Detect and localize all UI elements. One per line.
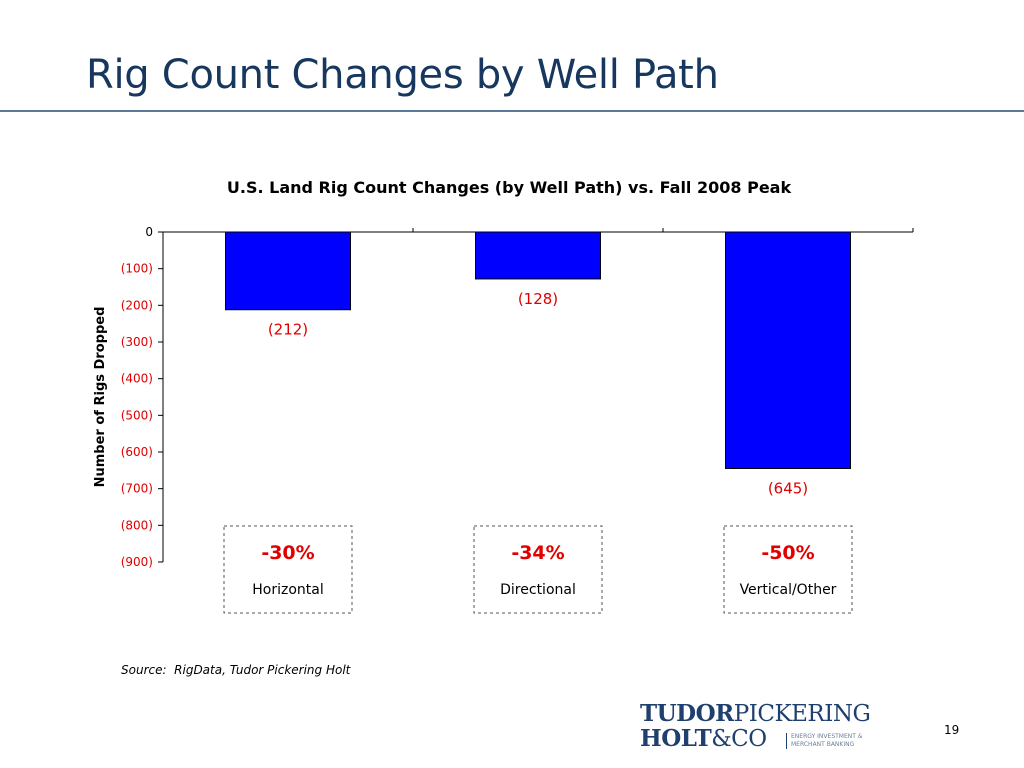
y-tick-label: (300) — [121, 335, 153, 349]
bar-chart: U.S. Land Rig Count Changes (by Well Pat… — [93, 178, 914, 614]
chart-data-labels: (212) (128) (645) — [268, 290, 808, 498]
category-label: Directional — [500, 582, 576, 598]
y-tick-label: (100) — [121, 262, 153, 276]
bar — [475, 231, 601, 280]
logo-line-2: HOLT&CO — [640, 725, 767, 752]
logo-word-co: &CO — [711, 726, 767, 752]
bar — [225, 231, 351, 311]
percent-change-label: -34% — [511, 542, 564, 564]
y-tick-label: 0 — [145, 225, 153, 239]
slide-title: Rig Count Changes by Well Path — [86, 52, 719, 98]
logo-tagline-1: ENERGY INVESTMENT & — [791, 733, 863, 740]
data-label: (212) — [268, 321, 308, 339]
category-box — [473, 525, 603, 614]
category-label: Horizontal — [252, 582, 323, 598]
logo-tagline-2: MERCHANT BANKING — [791, 741, 855, 748]
category-box — [723, 525, 853, 614]
bar — [725, 231, 851, 469]
y-tick-label: (900) — [121, 555, 153, 569]
y-tick-label: (500) — [121, 408, 153, 422]
y-tick-label: (700) — [121, 482, 153, 496]
y-tick-label: (600) — [121, 445, 153, 459]
y-axis-label: Number of Rigs Dropped — [93, 307, 108, 488]
title-divider — [0, 110, 1024, 112]
chart-title: U.S. Land Rig Count Changes (by Well Pat… — [227, 178, 792, 197]
category-box — [223, 525, 353, 614]
data-label: (128) — [518, 290, 558, 308]
y-tick-label: (800) — [121, 518, 153, 532]
company-logo: TUDORPICKERING HOLT&CO ENERGY INVESTMENT… — [640, 700, 890, 752]
logo-word-tudor: TUDOR — [640, 700, 734, 727]
percent-change-label: -30% — [261, 542, 314, 564]
percent-change-label: -50% — [761, 542, 814, 564]
chart-bars — [225, 231, 851, 469]
category-boxes: -30% Horizontal -34% Directional -50% Vertica… — [223, 525, 853, 614]
y-tick-label: (200) — [121, 298, 153, 312]
logo-line-1: TUDORPICKERING — [640, 700, 871, 727]
y-tick-label: (400) — [121, 372, 153, 386]
category-label: Vertical/Other — [740, 582, 837, 598]
logo-tagline: ENERGY INVESTMENT & MERCHANT BANKING — [786, 733, 901, 749]
data-label: (645) — [768, 480, 808, 498]
logo-word-pickering: PICKERING — [733, 701, 871, 727]
page-number: 19 — [944, 723, 960, 737]
logo-word-holt: HOLT — [640, 725, 712, 752]
source-note: Source: RigData, Tudor Pickering Holt — [121, 663, 351, 677]
